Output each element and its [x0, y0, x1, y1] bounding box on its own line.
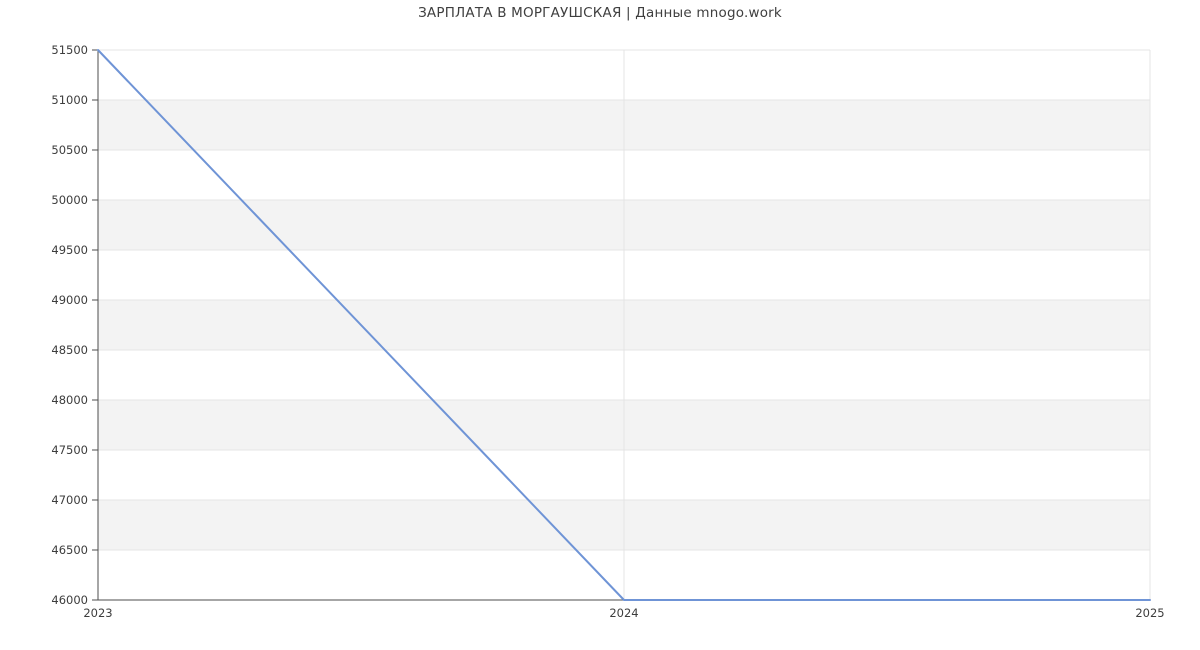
x-tick-label: 2025: [1135, 606, 1164, 620]
y-tick-label: 48500: [51, 343, 88, 357]
y-tick-label: 47000: [51, 493, 88, 507]
y-tick-label: 50000: [51, 193, 88, 207]
series-line: [97, 49, 1151, 601]
y-tick-label: 47500: [51, 443, 88, 457]
y-tick-label: 46500: [51, 543, 88, 557]
x-tick-label: 2023: [83, 606, 112, 620]
x-tick-label: 2024: [609, 606, 638, 620]
y-tick-label: 49500: [51, 243, 88, 257]
y-tick-label: 48000: [51, 393, 88, 407]
chart-title: ЗАРПЛАТА В МОРГАУШСКАЯ | Данные mnogo.wo…: [418, 5, 782, 21]
y-tick-label: 51500: [51, 43, 88, 57]
y-tick-label: 49000: [51, 293, 88, 307]
y-tick-label: 50500: [51, 143, 88, 157]
y-tick-label: 46000: [51, 593, 88, 607]
y-tick-label: 51000: [51, 93, 88, 107]
